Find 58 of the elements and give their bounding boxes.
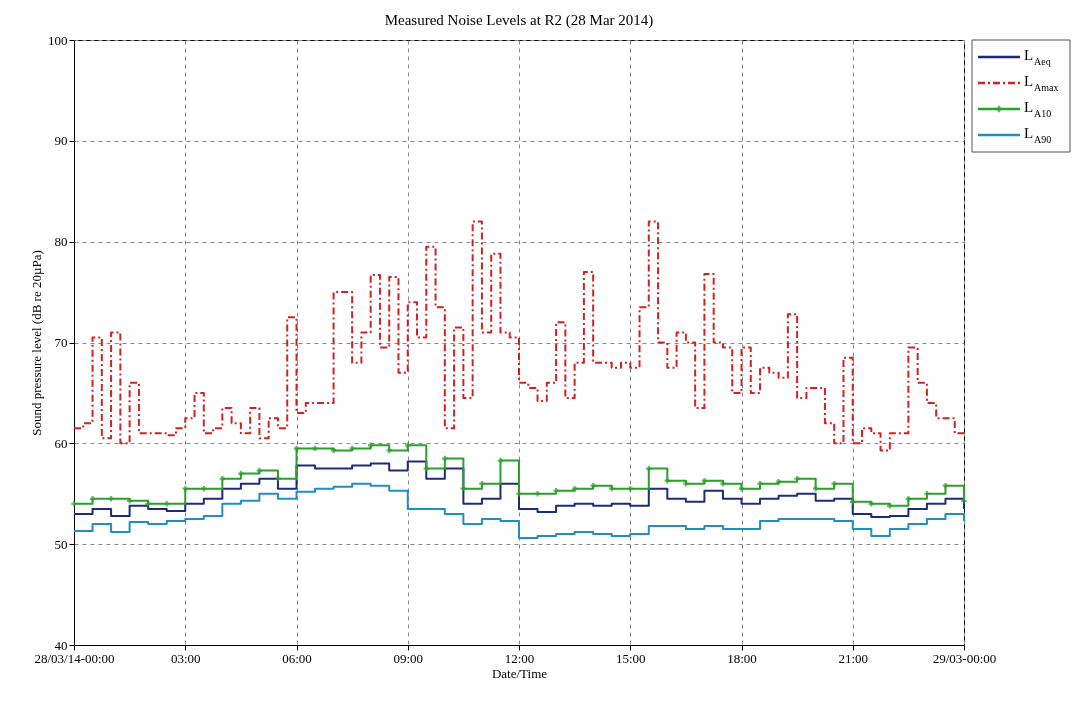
point xyxy=(775,478,782,485)
point xyxy=(794,475,800,482)
x-tick-label: 06:00 xyxy=(282,650,312,666)
point xyxy=(887,503,893,509)
point xyxy=(942,482,949,489)
point xyxy=(201,485,207,492)
x-tick-label: 28/03/14-00:00 xyxy=(34,650,115,666)
chart-title: Measured Noise Levels at R2 (28 Mar 2014) xyxy=(384,12,654,29)
point xyxy=(238,470,244,477)
point xyxy=(349,445,355,452)
point xyxy=(442,455,448,462)
point xyxy=(961,498,967,504)
point xyxy=(423,465,430,472)
point xyxy=(905,496,912,502)
point xyxy=(850,499,856,505)
point xyxy=(534,491,541,497)
point xyxy=(71,501,77,507)
point xyxy=(646,465,652,472)
point xyxy=(293,445,300,452)
point xyxy=(163,501,170,507)
point xyxy=(831,480,837,487)
point xyxy=(330,447,337,454)
point xyxy=(590,482,596,489)
y-tick-label: 90 xyxy=(54,133,68,149)
x-axis-title: Date/Time xyxy=(491,665,548,681)
x-tick-label: 09:00 xyxy=(393,650,424,666)
point xyxy=(868,501,875,507)
point xyxy=(683,480,689,487)
point xyxy=(89,496,96,502)
point xyxy=(386,447,392,454)
point xyxy=(479,480,485,487)
point xyxy=(126,498,133,504)
y-tick-label: 100 xyxy=(48,32,68,48)
x-tick-label: 18:00 xyxy=(727,650,757,666)
point xyxy=(312,445,318,452)
x-tick-label: 03:00 xyxy=(170,650,201,666)
point xyxy=(275,475,281,482)
y-tick-label: 80 xyxy=(54,234,68,250)
x-tick-label: 12:00 xyxy=(504,650,535,666)
x-tick-label: 15:00 xyxy=(615,650,646,666)
point xyxy=(924,491,930,497)
y-tick-label: 50 xyxy=(54,536,68,552)
point xyxy=(701,477,708,484)
y-tick-label: 70 xyxy=(54,335,68,350)
x-tick-label: 29/03-00:00 xyxy=(932,650,997,666)
x-tick-label: 21:00 xyxy=(838,650,869,666)
point xyxy=(738,485,745,492)
point xyxy=(757,480,763,487)
y-tick-label: 40 xyxy=(54,637,68,653)
point xyxy=(516,491,522,497)
point xyxy=(497,457,504,464)
y-tick-label: 60 xyxy=(54,435,68,451)
point xyxy=(720,480,726,487)
y-axis-title: Sound pressure level (dB re 20µPa) xyxy=(29,250,44,436)
point xyxy=(553,487,559,494)
point xyxy=(256,467,263,474)
point xyxy=(108,496,114,502)
point xyxy=(145,501,151,507)
